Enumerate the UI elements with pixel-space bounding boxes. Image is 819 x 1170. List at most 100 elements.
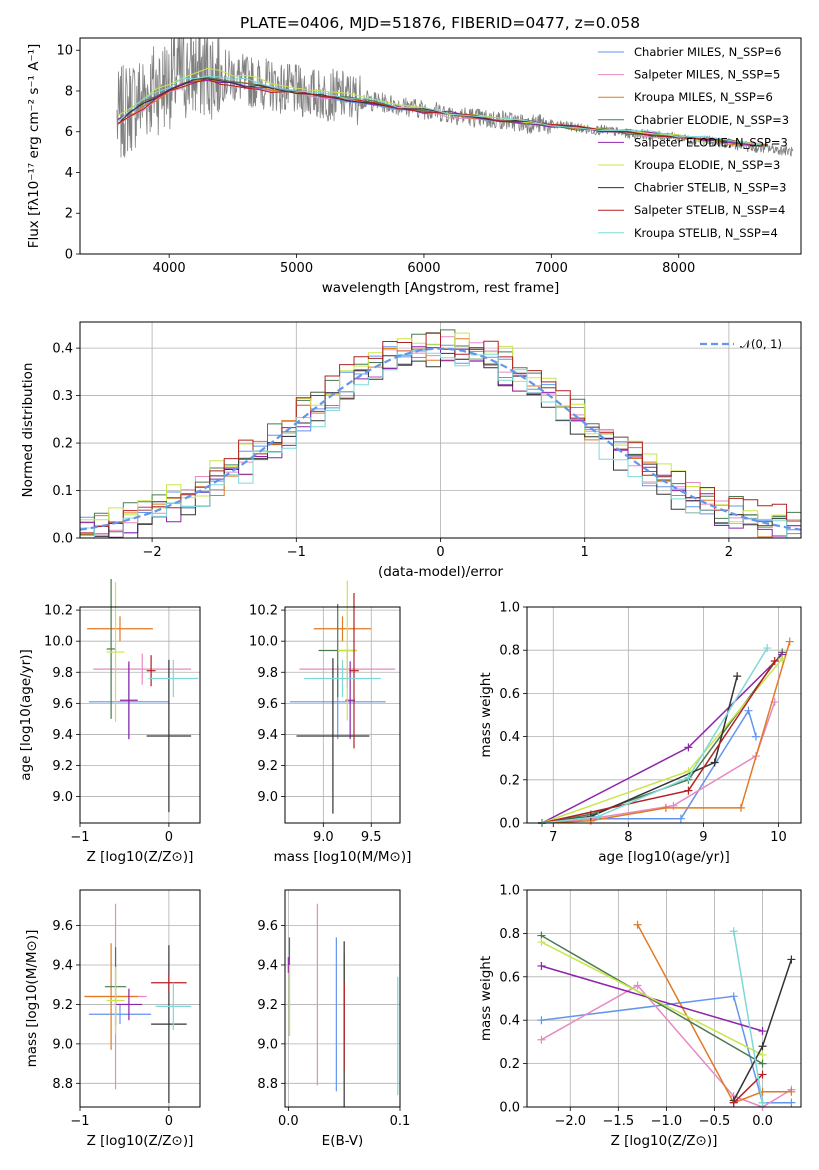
axes-frame bbox=[526, 889, 802, 1108]
y-tick-label: 9.0 bbox=[257, 790, 278, 805]
y-tick-label: 0.0 bbox=[52, 532, 73, 547]
weight-line bbox=[541, 651, 783, 823]
axes-frame bbox=[79, 889, 201, 1108]
x-tick-label: −1.0 bbox=[651, 1114, 683, 1129]
x-axis-label: age [log10(age/yr)] bbox=[598, 849, 730, 865]
weight-line bbox=[541, 941, 763, 1056]
chart-title: PLATE=0406, MJD=51876, FIBERID=0477, z=0… bbox=[240, 14, 640, 32]
weight-marker bbox=[787, 1087, 796, 1096]
y-tick-label: 9.6 bbox=[52, 697, 73, 712]
weight-line bbox=[541, 647, 768, 823]
x-tick-label: 9 bbox=[699, 830, 707, 845]
y-tick-label: 0.4 bbox=[499, 1014, 520, 1029]
weight-line bbox=[541, 995, 792, 1104]
y-tick-label: 0.3 bbox=[52, 389, 73, 404]
legend-entry: Kroupa ELODIE, N_SSP=3 bbox=[634, 158, 780, 172]
weight-marker bbox=[770, 657, 779, 665]
weight-marker bbox=[787, 955, 796, 964]
legend-entry: 𝒩(0, 1) bbox=[740, 337, 782, 351]
weight-marker bbox=[758, 1027, 767, 1036]
y-tick-label: 8.8 bbox=[52, 1077, 73, 1092]
legend-entry: Chabrier STELIB, N_SSP=3 bbox=[634, 181, 786, 195]
weight-marker bbox=[676, 814, 685, 823]
x-tick-label: 0 bbox=[165, 830, 173, 845]
axes-frame bbox=[79, 321, 802, 539]
weight-marker bbox=[758, 1098, 767, 1107]
weight-marker bbox=[729, 927, 738, 936]
legend-entry: Kroupa STELIB, N_SSP=4 bbox=[634, 226, 778, 240]
y-tick-label: 9.0 bbox=[52, 790, 73, 805]
y-tick-label: 0.1 bbox=[52, 484, 73, 499]
y-tick-label: 1.0 bbox=[499, 884, 520, 899]
weight-line bbox=[541, 934, 763, 1065]
x-tick-label: −1.5 bbox=[603, 1114, 635, 1129]
y-tick-label: 10 bbox=[56, 44, 73, 59]
y-tick-label: 9.2 bbox=[257, 998, 278, 1013]
x-tick-label: 0.0 bbox=[752, 1114, 773, 1129]
weight-marker bbox=[751, 732, 760, 741]
weight-marker bbox=[537, 938, 546, 947]
weight-marker bbox=[633, 920, 642, 929]
weight-line bbox=[636, 924, 792, 1104]
x-tick-label: 0 bbox=[436, 545, 444, 560]
x-tick-label: −2.0 bbox=[554, 1114, 586, 1129]
weight-line bbox=[733, 1073, 764, 1104]
x-tick-label: 2 bbox=[725, 545, 733, 560]
y-tick-label: 9.0 bbox=[257, 1037, 278, 1052]
y-tick-label: 10.2 bbox=[249, 604, 278, 619]
y-tick-label: 9.4 bbox=[52, 958, 73, 973]
x-axis-label: wavelength [Angstrom, rest frame] bbox=[322, 280, 560, 296]
x-tick-label: 1 bbox=[581, 545, 589, 560]
weight-marker bbox=[785, 637, 794, 646]
x-axis-label: Z [log10(Z/Z⊙)] bbox=[611, 1133, 718, 1149]
y-axis-label: mass weight bbox=[478, 956, 494, 1041]
weight-marker bbox=[758, 1042, 767, 1051]
weight-marker bbox=[684, 773, 693, 782]
x-tick-label: −0.5 bbox=[699, 1114, 731, 1129]
y-tick-label: 9.8 bbox=[257, 666, 278, 681]
x-tick-label: 4000 bbox=[153, 261, 186, 276]
y-tick-label: 0.2 bbox=[499, 773, 520, 788]
legend-entry: Salpeter STELIB, N_SSP=4 bbox=[634, 203, 785, 217]
y-tick-label: 9.2 bbox=[52, 998, 73, 1013]
y-tick-label: 0.2 bbox=[499, 1057, 520, 1072]
y-axis-label: Flux [fλ10⁻¹⁷ erg cm⁻² s⁻¹ A⁻¹] bbox=[26, 44, 42, 249]
legend-entry: Salpeter MILES, N_SSP=5 bbox=[634, 68, 780, 82]
x-tick-label: 0 bbox=[165, 1114, 173, 1129]
x-axis-label: mass [log10(M/M⊙)] bbox=[274, 849, 412, 865]
weight-marker bbox=[758, 1059, 767, 1068]
y-tick-label: 0.6 bbox=[499, 687, 520, 702]
x-tick-label: 6000 bbox=[407, 261, 440, 276]
y-tick-label: 9.4 bbox=[257, 958, 278, 973]
weight-marker bbox=[710, 758, 719, 767]
x-tick-label: 9.0 bbox=[313, 830, 334, 845]
x-tick-label: 0.0 bbox=[278, 1114, 299, 1129]
y-tick-label: 9.0 bbox=[52, 1037, 73, 1052]
y-tick-label: 0.8 bbox=[499, 927, 520, 942]
y-tick-label: 9.8 bbox=[52, 666, 73, 681]
legend-entry: Salpeter ELODIE, N_SSP=3 bbox=[634, 135, 788, 149]
y-tick-label: 10.0 bbox=[249, 635, 278, 650]
y-tick-label: 10.2 bbox=[44, 604, 73, 619]
y-tick-label: 0.8 bbox=[499, 644, 520, 659]
weight-marker bbox=[661, 803, 670, 812]
axes-frame bbox=[284, 606, 401, 824]
weight-marker bbox=[684, 786, 693, 795]
weight-marker bbox=[758, 1050, 767, 1059]
y-tick-label: 0.4 bbox=[499, 730, 520, 745]
axes-frame bbox=[284, 889, 401, 1108]
histogram-step bbox=[80, 332, 801, 534]
weight-marker bbox=[763, 644, 772, 653]
weight-marker bbox=[778, 654, 787, 663]
y-tick-label: 10.0 bbox=[44, 635, 73, 650]
weight-line bbox=[541, 653, 783, 823]
y-tick-label: 1.0 bbox=[499, 601, 520, 616]
y-tick-label: 0.4 bbox=[52, 342, 73, 357]
weight-line bbox=[732, 931, 764, 1103]
y-tick-label: 0.6 bbox=[499, 970, 520, 985]
weight-marker bbox=[729, 1098, 738, 1107]
histogram-step bbox=[80, 350, 801, 538]
weight-marker bbox=[729, 992, 738, 1001]
x-tick-label: −1 bbox=[70, 1114, 89, 1129]
legend-entry: Kroupa MILES, N_SSP=6 bbox=[634, 90, 773, 104]
